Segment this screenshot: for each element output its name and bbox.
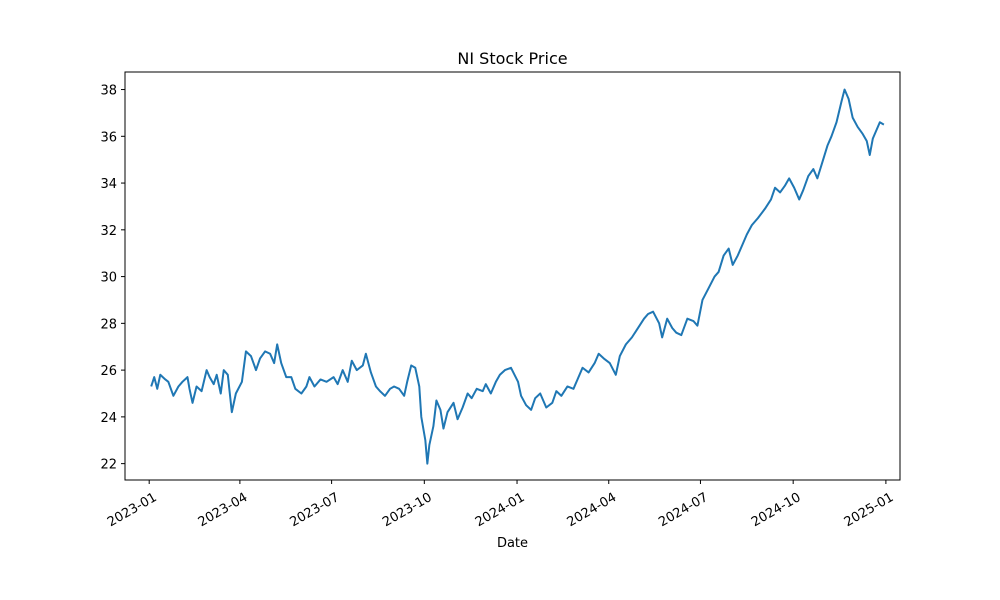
y-tick-label-28: 28 [100, 317, 117, 332]
y-tick-label-26: 26 [100, 364, 117, 379]
x-tick-label-2025-01: 2025-01 [842, 490, 897, 530]
y-tick-label-30: 30 [100, 271, 117, 286]
y-tick-label-32: 32 [100, 224, 117, 239]
y-axis: 22 24 26 28 30 32 34 36 38 [100, 84, 125, 473]
plot-frame [124, 71, 901, 481]
x-tick-label-2023-01: 2023-01 [105, 490, 160, 530]
x-axis: 2023-01 2023-04 2023-07 2023-10 2024-01 2024-… [105, 480, 896, 530]
plot-area [124, 71, 901, 481]
x-tick-label-2023-07: 2023-07 [287, 490, 342, 530]
y-tick-label-22: 22 [100, 458, 117, 473]
series-line-ni [150, 88, 885, 465]
y-tick-label-34: 34 [100, 177, 117, 192]
chart-title: NI Stock Price [457, 49, 567, 68]
y-tick-label-38: 38 [100, 84, 117, 99]
x-tick-label-2023-10: 2023-10 [380, 490, 435, 530]
x-tick-label-2024-04: 2024-04 [565, 490, 620, 530]
x-axis-label: Date [497, 536, 528, 551]
y-tick-label-36: 36 [100, 130, 117, 145]
x-tick-label-2024-01: 2024-01 [473, 490, 528, 530]
x-tick-label-2024-07: 2024-07 [656, 490, 711, 530]
x-tick-label-2024-10: 2024-10 [749, 490, 804, 530]
y-tick-label-24: 24 [100, 411, 117, 426]
x-tick-label-2023-04: 2023-04 [196, 490, 251, 530]
